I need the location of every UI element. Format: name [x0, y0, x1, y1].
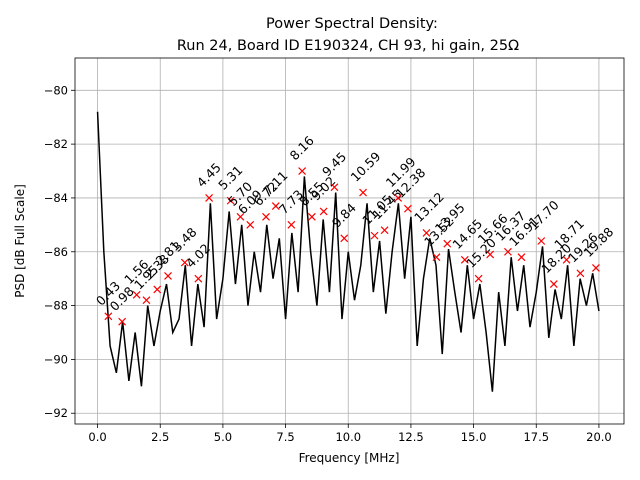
y-tick-label: −80 [44, 83, 68, 97]
peak-marker [394, 194, 403, 202]
peak-marker [246, 220, 255, 229]
peak-marker [330, 183, 339, 192]
plot-frame [74, 57, 625, 425]
peak-marker [504, 247, 512, 256]
peak-marker [537, 237, 546, 245]
peak-marker [194, 274, 203, 283]
y-axis-label: PSD [dB Full Scale] [13, 184, 27, 298]
x-tick-label: 15.0 [461, 430, 487, 444]
x-tick-label: 0.0 [88, 430, 106, 444]
x-tick-label: 5.0 [214, 430, 232, 444]
peak-marker [460, 255, 469, 264]
peak-marker [562, 255, 571, 264]
y-tick-label: −88 [44, 299, 68, 313]
y-tick-label: −84 [44, 191, 68, 205]
peak-marker [359, 188, 367, 197]
x-tick-label: 7.5 [276, 430, 294, 444]
y-tick-label: −90 [44, 352, 68, 366]
peak-marker [422, 229, 431, 237]
peak-marker [474, 274, 483, 283]
x-tick-label: 17.5 [523, 430, 549, 444]
psd-line [96, 111, 600, 392]
y-tick-label: −82 [44, 137, 68, 151]
peak-marker [432, 253, 441, 262]
peak-marker [164, 272, 172, 280]
peak-label: 8.16 [287, 133, 317, 163]
peak-marker [403, 204, 412, 213]
peak-marker [180, 258, 189, 267]
peak-marker [380, 226, 389, 235]
peak-marker [443, 239, 452, 248]
peak-marker [298, 167, 307, 175]
peak-marker [262, 212, 270, 221]
peak-marker [205, 194, 214, 202]
peak-marker [153, 285, 162, 294]
peak-marker [576, 269, 585, 278]
peak-marker [236, 212, 245, 221]
peak-marker [340, 234, 349, 243]
peak-label: 9.45 [319, 149, 349, 179]
peak-marker [226, 196, 235, 205]
peak-marker [142, 296, 151, 305]
x-tick-label: 20.0 [586, 430, 612, 444]
y-tick-label: −92 [44, 406, 68, 420]
chart-title: Power Spectral Density: [266, 16, 438, 32]
peak-marker [104, 312, 113, 321]
peak-label: 10.59 [348, 149, 384, 185]
peak-marker [370, 231, 379, 240]
peak-marker [549, 280, 558, 288]
peak-marker [118, 317, 127, 326]
x-axis-label: Frequency [MHz] [299, 451, 400, 465]
x-tick-label: 12.5 [398, 430, 424, 444]
peak-marker [287, 220, 296, 229]
y-tick-label: −86 [44, 245, 68, 259]
peak-marker [591, 263, 600, 272]
chart-subtitle: Run 24, Board ID E190324, CH 93, hi gain… [177, 38, 519, 54]
peak-marker [517, 253, 526, 262]
peak-marker [319, 207, 328, 216]
x-tick-label: 10.0 [335, 430, 361, 444]
peak-marker [132, 290, 141, 299]
peak-marker [307, 212, 316, 221]
x-tick-label: 2.5 [151, 430, 169, 444]
peak-marker [271, 202, 280, 210]
peak-marker [486, 250, 495, 259]
